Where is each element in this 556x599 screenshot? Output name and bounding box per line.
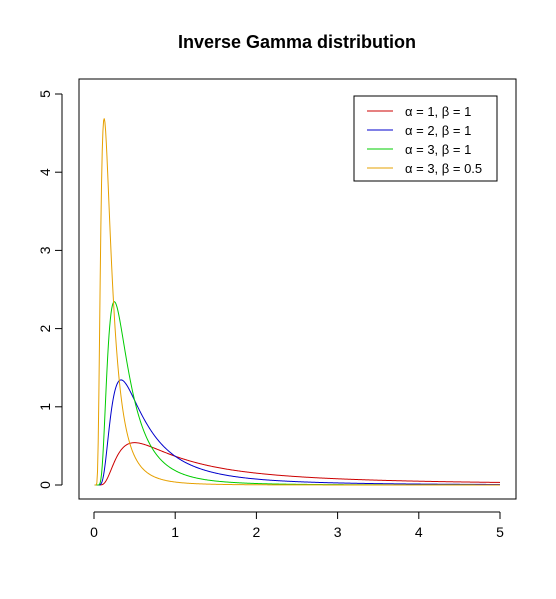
- y-tick-label: 4: [37, 168, 53, 176]
- legend-label: α = 1, β = 1: [405, 104, 471, 119]
- series-lines: [94, 118, 501, 486]
- series-line-1: [94, 442, 501, 486]
- legend-label: α = 3, β = 0.5: [405, 161, 482, 176]
- x-tick-label: 2: [253, 524, 261, 540]
- series-line-4: [94, 118, 500, 486]
- y-tick-label: 2: [37, 324, 53, 332]
- series-line-3: [94, 301, 500, 486]
- legend-label: α = 3, β = 1: [405, 142, 471, 157]
- y-tick-label: 3: [37, 246, 53, 254]
- legend: α = 1, β = 1 α = 2, β = 1 α = 3, β = 1 α = …: [353, 95, 498, 182]
- x-axis: 0 1 2 3 4 5: [90, 511, 504, 540]
- legend-label: α = 2, β = 1: [405, 123, 471, 138]
- legend-box: [353, 95, 498, 182]
- y-tick-label: 5: [37, 90, 53, 98]
- plot-frame: [78, 78, 517, 500]
- x-tick-label: 4: [415, 524, 423, 540]
- y-axis: 0 1 2 3 4 5: [37, 90, 63, 489]
- series-line-2: [94, 379, 500, 486]
- x-tick-label: 0: [90, 524, 98, 540]
- x-tick-label: 5: [496, 524, 504, 540]
- chart-title: Inverse Gamma distribution: [178, 32, 416, 52]
- x-tick-label: 1: [171, 524, 179, 540]
- y-tick-label: 0: [37, 481, 53, 489]
- y-tick-label: 1: [37, 403, 53, 411]
- x-tick-label: 3: [334, 524, 342, 540]
